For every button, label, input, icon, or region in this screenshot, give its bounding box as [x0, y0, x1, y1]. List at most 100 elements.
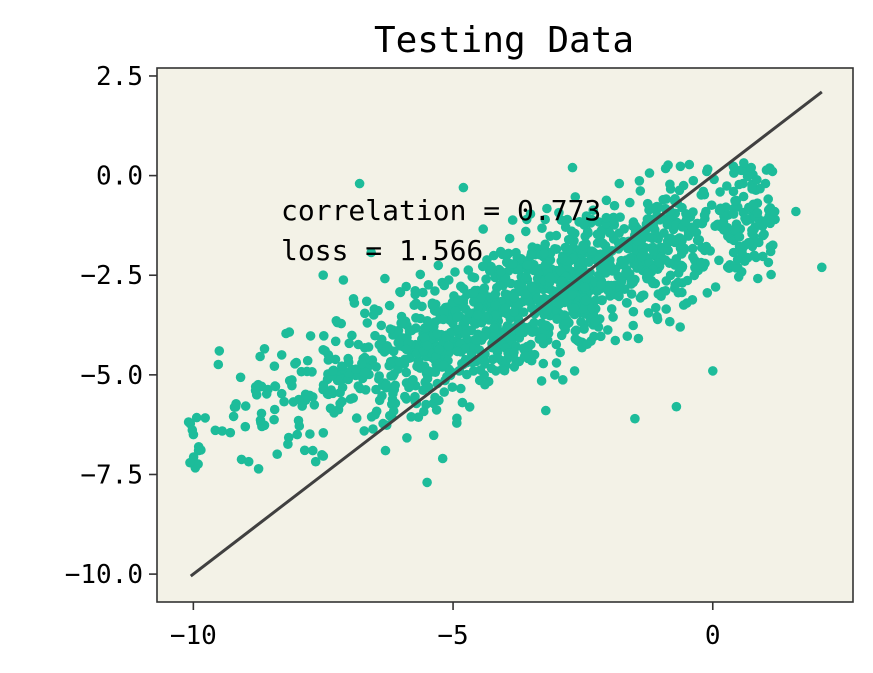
data-point: [696, 257, 706, 268]
data-point: [529, 349, 540, 360]
data-point: [292, 429, 303, 440]
data-point: [596, 331, 606, 342]
data-point: [404, 382, 414, 393]
data-point: [665, 316, 675, 327]
data-point: [484, 266, 495, 276]
data-point: [571, 325, 581, 336]
data-point: [714, 205, 725, 216]
data-point: [422, 340, 432, 351]
data-point: [673, 287, 684, 298]
data-point: [559, 310, 570, 320]
data-point: [664, 258, 675, 269]
data-point: [458, 182, 469, 193]
data-point: [305, 331, 316, 341]
data-point: [402, 433, 412, 443]
y-tick-label: −5.0: [80, 361, 143, 391]
data-point: [728, 186, 739, 197]
data-point: [606, 304, 617, 314]
axes: −10 −5 0 2.5 0.0 −2.5 −5.0 −7.5 −10.0: [65, 62, 721, 651]
data-point: [597, 238, 607, 248]
data-point: [644, 168, 655, 178]
data-point: [570, 334, 581, 344]
data-point: [371, 406, 382, 417]
data-point: [359, 426, 370, 436]
data-point: [310, 456, 321, 467]
data-point: [490, 289, 501, 299]
data-point: [663, 245, 673, 256]
data-point: [396, 311, 407, 322]
correlation-annotation: correlation = 0.773: [281, 194, 601, 227]
data-point: [706, 200, 717, 210]
data-point: [584, 257, 594, 268]
data-point: [576, 317, 586, 327]
data-point: [643, 268, 653, 278]
data-point: [418, 385, 428, 396]
data-point: [452, 418, 462, 428]
data-point: [563, 234, 574, 245]
data-point: [343, 353, 354, 364]
data-point: [397, 318, 407, 329]
data-point: [394, 338, 404, 348]
data-point: [661, 304, 671, 314]
data-point: [759, 229, 769, 240]
data-point: [319, 331, 329, 341]
data-point: [671, 401, 682, 412]
data-point: [522, 260, 533, 270]
data-point: [554, 207, 564, 218]
data-point: [547, 285, 557, 296]
data-point: [415, 269, 426, 280]
data-point: [366, 247, 377, 258]
data-point: [555, 347, 565, 358]
data-point: [527, 327, 538, 338]
data-point: [765, 218, 775, 229]
data-point: [817, 262, 827, 273]
data-point: [570, 192, 581, 202]
data-points: [183, 158, 827, 488]
data-point: [648, 278, 658, 289]
data-point: [728, 247, 739, 258]
data-point: [739, 158, 749, 168]
data-point: [360, 367, 371, 378]
data-point: [471, 335, 482, 346]
data-point: [591, 295, 601, 305]
x-tick-label: −10: [170, 621, 217, 651]
data-point: [628, 320, 638, 331]
data-point: [469, 272, 480, 283]
data-point: [347, 330, 357, 341]
data-point: [665, 179, 675, 190]
data-point: [542, 203, 552, 214]
data-point: [532, 293, 543, 304]
data-point: [412, 361, 422, 372]
y-tick-label: −10.0: [65, 560, 143, 590]
data-point: [625, 197, 635, 208]
data-point: [279, 396, 289, 407]
data-point: [550, 244, 560, 254]
data-point: [660, 286, 671, 296]
data-point: [708, 366, 718, 376]
data-point: [401, 344, 412, 355]
data-point: [240, 401, 251, 411]
data-point: [395, 287, 406, 298]
data-point: [642, 198, 653, 209]
data-point: [444, 275, 454, 285]
data-point: [447, 382, 458, 393]
data-point: [422, 477, 432, 488]
data-point: [489, 323, 499, 333]
data-point: [478, 224, 489, 234]
data-point: [269, 414, 279, 425]
data-point: [687, 243, 698, 254]
data-point: [622, 331, 633, 342]
data-point: [193, 459, 203, 469]
data-point: [630, 413, 640, 424]
data-point: [360, 385, 371, 395]
data-point: [453, 295, 464, 305]
data-point: [460, 344, 470, 354]
data-point: [652, 314, 663, 325]
data-point: [579, 218, 589, 229]
data-point: [477, 261, 488, 272]
data-point: [769, 206, 780, 217]
data-point: [763, 194, 773, 204]
data-point: [439, 387, 450, 397]
data-point: [299, 445, 310, 456]
